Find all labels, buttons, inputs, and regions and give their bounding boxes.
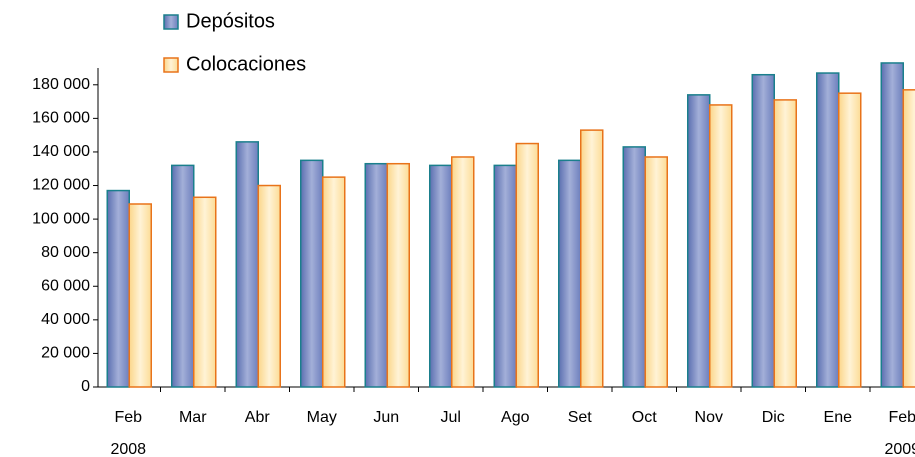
bar <box>106 189 130 388</box>
bar <box>235 141 259 388</box>
x-tick-label: Oct <box>632 409 657 426</box>
bar <box>880 62 904 388</box>
bar <box>300 159 324 388</box>
x-tick-label: Jun <box>373 409 399 426</box>
x-tick-label: Set <box>568 409 593 426</box>
legend-swatch <box>163 14 179 30</box>
x-tick-label: Feb <box>114 409 142 426</box>
y-tick-label: 120 000 <box>32 177 90 194</box>
bar <box>386 162 410 388</box>
x-tick-label: Mar <box>179 409 207 426</box>
x-tick-label: Ene <box>824 409 853 426</box>
bar <box>515 142 539 388</box>
bar <box>751 73 775 388</box>
bar <box>644 156 668 388</box>
bar <box>622 146 646 388</box>
x-tick-label: Abr <box>245 409 271 426</box>
x-tick-label: Feb <box>888 409 915 426</box>
bar <box>816 72 840 388</box>
x-tick-label: May <box>307 409 337 426</box>
x-tick-label: Nov <box>695 409 723 426</box>
bar <box>773 99 797 388</box>
y-tick-label: 80 000 <box>41 244 90 261</box>
bar <box>580 129 604 388</box>
legend-label: Colocaciones <box>186 53 306 75</box>
year-label: 2008 <box>110 441 146 457</box>
bar <box>558 159 582 388</box>
bar <box>493 164 517 388</box>
bar <box>128 203 152 388</box>
y-tick-label: 140 000 <box>32 143 90 160</box>
year-label: 2009 <box>884 441 915 457</box>
y-tick-label: 60 000 <box>41 277 90 294</box>
bar <box>451 156 475 388</box>
y-tick-label: 0 <box>81 378 90 395</box>
y-tick-label: 160 000 <box>32 110 90 127</box>
y-tick-label: 180 000 <box>32 76 90 93</box>
bar <box>902 89 915 388</box>
bar <box>193 196 217 388</box>
x-tick-label: Jul <box>441 409 461 426</box>
x-tick-label: Dic <box>762 409 785 426</box>
legend-label: Depósitos <box>186 10 275 32</box>
bar <box>257 184 281 388</box>
x-tick-label: Ago <box>501 409 530 426</box>
bar <box>171 164 195 388</box>
legend-swatch <box>163 57 179 73</box>
bar <box>687 94 711 388</box>
bar <box>709 104 733 388</box>
bar <box>322 176 346 388</box>
y-tick-label: 20 000 <box>41 345 90 362</box>
bar <box>429 164 453 388</box>
bar <box>838 92 862 388</box>
y-tick-label: 100 000 <box>32 210 90 227</box>
y-tick-label: 40 000 <box>41 311 90 328</box>
bar <box>364 162 388 388</box>
